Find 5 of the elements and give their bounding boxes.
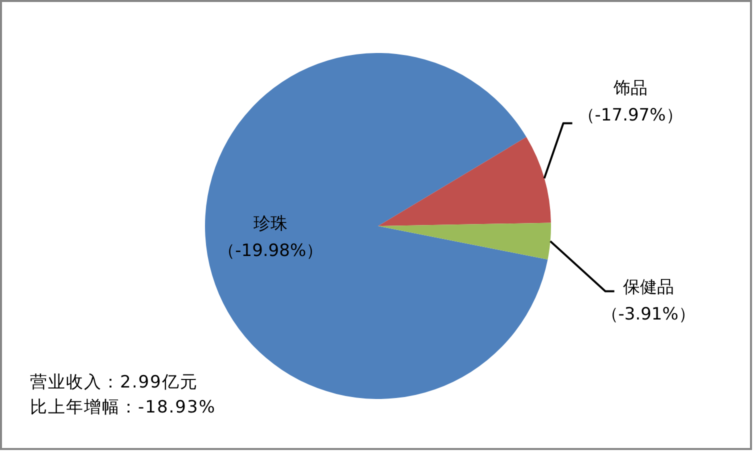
text: 营业收入：2.99亿元	[30, 372, 198, 393]
text: 比上年增幅：-18.93%	[30, 398, 216, 418]
slice-label: 保健品（-3.91%）	[601, 278, 696, 325]
slice-label: 珍珠（-19.98%）	[218, 214, 324, 262]
slice-label: 饰品（-17.97%）	[578, 78, 683, 126]
